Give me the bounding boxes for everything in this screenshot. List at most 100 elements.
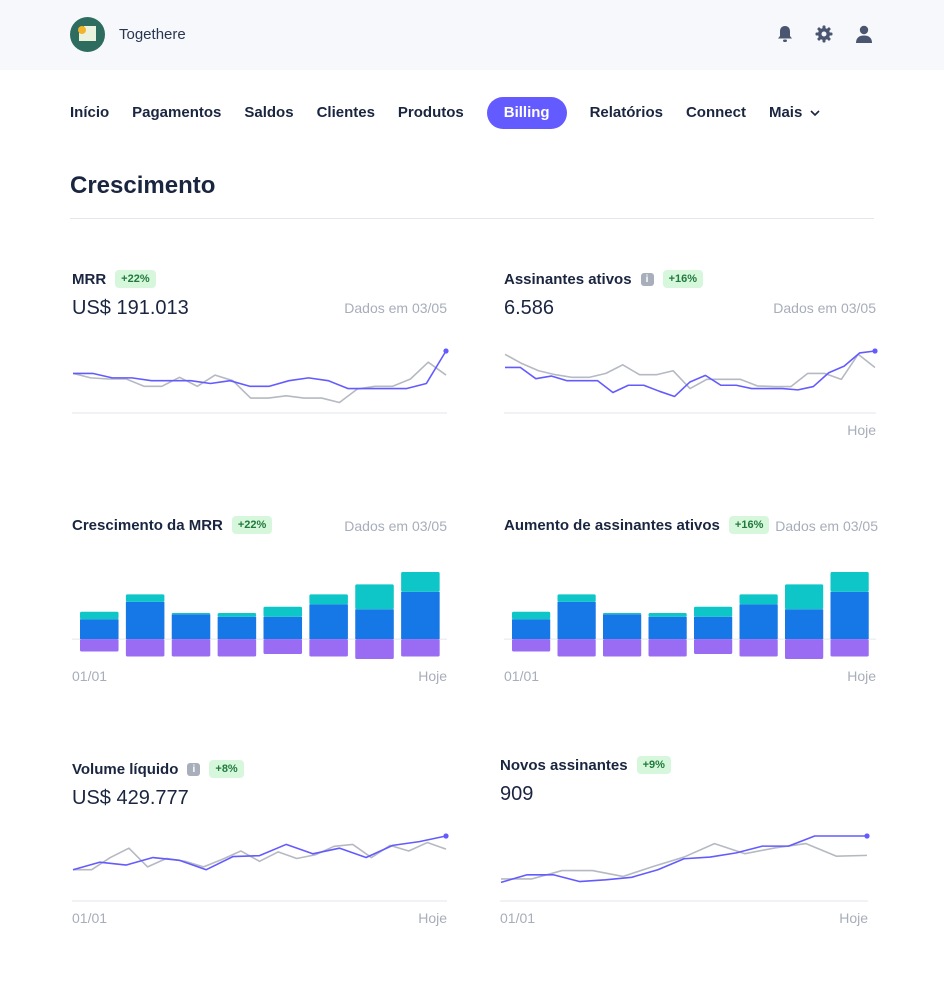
bar-segment-purple: [557, 639, 596, 657]
card-active-subscribers[interactable]: Assinantes ativos i +16% 6.586 Dados em …: [504, 270, 878, 440]
change-badge: +16%: [662, 270, 704, 288]
bar-segment-blue: [401, 591, 440, 640]
bar-segment-teal: [355, 584, 394, 610]
title-divider: [70, 218, 874, 219]
current-period-line: [505, 350, 876, 398]
bar-segment-blue: [830, 591, 869, 640]
change-badge: +22%: [231, 516, 273, 534]
latest-point-marker: [443, 833, 449, 839]
current-period-line: [500, 835, 867, 884]
bar-segment-purple: [80, 639, 119, 652]
brand-name: Togethere: [119, 26, 186, 43]
main-nav: Início Pagamentos Saldos Clientes Produt…: [70, 97, 843, 129]
change-badge: +8%: [209, 760, 244, 778]
bar-segment-teal: [263, 606, 303, 617]
previous-period-line: [504, 353, 876, 390]
nav-item-saldos[interactable]: Saldos: [244, 104, 294, 121]
card-title: MRR: [72, 270, 107, 288]
card-title: Crescimento da MRR: [72, 516, 223, 534]
bar-segment-teal: [401, 572, 440, 592]
new-subscribers-line-chart: [500, 833, 870, 902]
card-new-subscribers[interactable]: Novos assinantes +9% 909 Hoje 01/01: [500, 756, 870, 930]
bar-segment-blue: [557, 601, 596, 640]
bar-segment-teal: [512, 611, 551, 620]
bar-segment-purple: [309, 639, 348, 657]
card-mrr[interactable]: MRR +22% US$ 191.013 Dados em 03/05: [72, 270, 449, 430]
bar-segment-purple: [694, 639, 733, 655]
subscriber-growth-bar-chart: [504, 572, 876, 659]
chevron-down-icon: [810, 109, 820, 116]
change-badge: +9%: [636, 756, 671, 774]
x-end-label: Hoje: [847, 668, 876, 684]
bar-segment-blue: [171, 614, 211, 640]
bar-segment-blue: [512, 619, 551, 640]
bar-segment-blue: [355, 609, 394, 640]
top-bar: Togethere: [0, 0, 944, 70]
nav-item-connect[interactable]: Connect: [685, 104, 746, 121]
x-end-label: Hoje: [418, 668, 447, 684]
bar-segment-teal: [830, 572, 869, 592]
bar-segment-teal: [694, 606, 733, 617]
bar-segment-purple: [739, 639, 778, 657]
bar-segment-blue: [785, 609, 824, 640]
bar-segment-blue: [217, 616, 257, 640]
page-title: Crescimento: [70, 172, 216, 199]
nav-item-inicio[interactable]: Início: [70, 104, 110, 121]
bar-segment-purple: [830, 639, 869, 657]
data-date-label: Dados em 03/05: [773, 300, 876, 316]
bar-segment-teal: [309, 594, 348, 605]
mrr-growth-bar-chart: [72, 572, 447, 659]
mrr-line-chart: [72, 348, 449, 414]
card-title: Assinantes ativos: [504, 270, 632, 288]
nav-item-clientes[interactable]: Clientes: [316, 104, 375, 121]
latest-point-marker: [872, 348, 878, 354]
nav-item-billing[interactable]: Billing: [486, 97, 567, 129]
info-icon[interactable]: i: [187, 762, 201, 776]
bar-segment-teal: [739, 594, 778, 605]
net-volume-line-chart: [72, 833, 449, 902]
card-title: Volume líquido: [72, 760, 179, 778]
x-start-label: 01/01: [72, 668, 108, 684]
data-date-label: Dados em 03/05: [344, 300, 447, 316]
x-start-label: 01/01: [72, 910, 108, 926]
info-icon[interactable]: i: [640, 272, 654, 286]
bar-segment-blue: [648, 616, 687, 640]
x-start-label: 01/01: [500, 910, 536, 926]
gear-icon[interactable]: [813, 22, 835, 46]
x-end-label: Hoje: [418, 910, 447, 926]
bar-segment-purple: [512, 639, 551, 652]
bar-segment-teal: [80, 611, 119, 620]
x-end-label: Hoje: [847, 422, 876, 438]
change-badge: +22%: [115, 270, 156, 288]
card-mrr-growth[interactable]: Crescimento da MRR +22% Dados em 03/05 0…: [72, 516, 447, 691]
previous-period-line: [72, 361, 447, 404]
brand-logo[interactable]: [70, 17, 105, 52]
active-subscribers-line-chart: [504, 348, 878, 414]
current-period-line: [73, 350, 447, 390]
current-period-line: [72, 835, 447, 871]
card-value: 6.586: [504, 297, 555, 319]
user-icon[interactable]: [853, 22, 875, 46]
bar-segment-blue: [263, 616, 303, 640]
card-title: Novos assinantes: [500, 756, 628, 774]
nav-item-pagamentos[interactable]: Pagamentos: [132, 104, 222, 121]
bar-segment-teal: [125, 594, 165, 602]
card-net-volume[interactable]: Volume líquido i +8% US$ 429.777 Hoje 01…: [72, 760, 449, 930]
nav-item-relatorios[interactable]: Relatórios: [589, 104, 663, 121]
bar-segment-teal: [217, 613, 257, 617]
previous-period-line: [501, 842, 868, 880]
card-subscriber-growth[interactable]: Aumento de assinantes ativos +16% Dados …: [504, 516, 878, 691]
bell-icon[interactable]: [774, 22, 796, 46]
card-title: Aumento de assinantes ativos: [504, 516, 720, 534]
nav-more-label: Mais: [768, 104, 803, 121]
bar-segment-purple: [785, 639, 824, 659]
bar-segment-purple: [263, 639, 303, 655]
bar-segment-teal: [557, 594, 596, 602]
bar-segment-purple: [603, 639, 642, 657]
bar-segment-purple: [125, 639, 165, 657]
bar-segment-purple: [355, 639, 394, 659]
latest-point-marker: [443, 348, 449, 354]
bar-segment-teal: [603, 613, 642, 615]
nav-item-more[interactable]: Mais: [769, 97, 820, 129]
nav-item-produtos[interactable]: Produtos: [397, 104, 464, 121]
